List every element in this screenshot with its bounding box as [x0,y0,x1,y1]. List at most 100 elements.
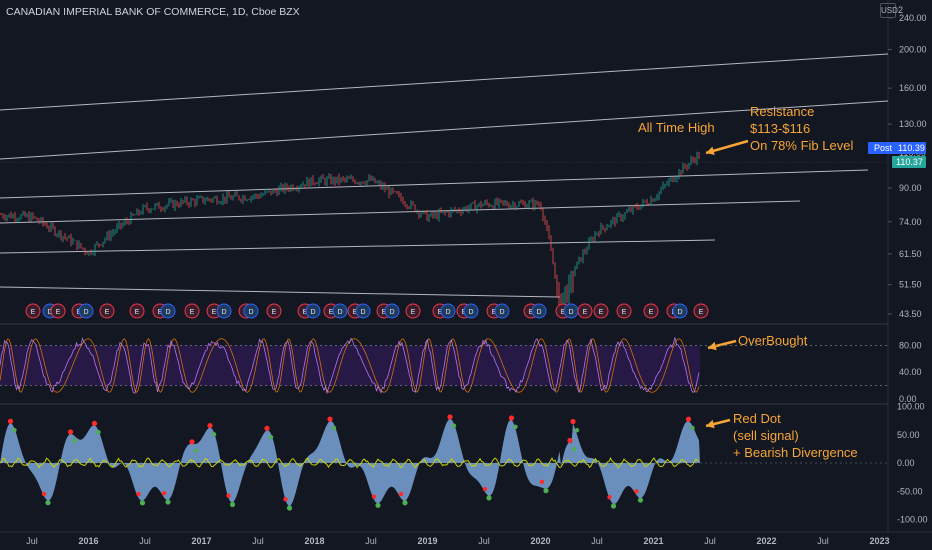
buy-dot [375,502,381,508]
dividend-marker: D [243,303,259,319]
earnings-label: E [212,309,217,316]
trend-line [0,200,801,224]
time-tick-label: 2022 [756,536,776,546]
buy-dot [451,423,457,428]
time-tick-label: Jul [591,536,603,546]
trend-line [0,169,869,199]
dividend-circle [355,303,371,319]
time-tick-label: 2021 [643,536,663,546]
earnings-circle [405,303,421,319]
buy-dot [402,500,408,506]
earnings-circle [593,303,609,319]
dividend-marker: D [563,303,579,319]
price-tick-label: 90.00 [899,183,922,193]
sell-dot [398,491,404,497]
currency-label[interactable]: USD [880,3,898,18]
dividend-label: D [165,309,170,316]
dividend-marker: D [440,303,456,319]
earnings-circle [184,303,200,319]
annotations: All Time High Resistance $113-$116 On 78% F… [638,104,858,460]
dividend-label: D [499,309,504,316]
momentum-tick-label: 50.00 [897,430,920,440]
post-badge-bg [868,142,926,154]
buy-dot [610,503,617,509]
dividend-marker: D [355,303,371,319]
sell-dot [136,491,141,497]
earnings-marker: E [50,303,66,319]
earnings-label: E [329,309,334,316]
dividend-label: D [337,309,342,316]
sell-dot [447,414,453,420]
earnings-label: E [158,309,163,316]
price-tick-label: 74.00 [899,217,922,227]
buy-dot [72,438,77,443]
candles [0,151,700,317]
earnings-circle [129,303,145,319]
price-tick-label: 240.00 [899,13,927,23]
buy-dot [193,448,199,453]
earnings-circle [577,303,593,319]
rsi-band [0,345,700,386]
price-axis-edge-label: 2 [898,5,903,15]
dividend-marker: D [494,303,510,319]
buy-dot [211,432,217,437]
buy-dot [96,429,101,435]
dividend-marker: D [305,303,321,319]
time-tick-label: Jul [26,536,38,546]
earnings-label: E [561,309,566,316]
time-tick-label: Jul [478,536,490,546]
dividend-label: D [221,309,226,316]
momentum-tick-label: -50.00 [897,486,923,496]
dividend-label: D [47,309,52,316]
sell-dot [207,422,213,429]
earnings-marker: E [405,303,421,319]
sell-dot [607,495,612,500]
annotation-fib-level: On 78% Fib Level [750,138,853,153]
sell-dot [226,493,231,498]
dividend-label: D [445,309,450,316]
buy-dot [513,424,518,429]
last-price-badge-bg [892,156,926,168]
annotation-overbought: OverBought [738,333,808,348]
dividend-marker: D [463,303,479,319]
annotation-bearish-divergence: + Bearish Divergence [733,445,858,460]
last-price-badge: 110.37 [892,156,926,168]
annotation-red-dot: Red Dot [733,411,781,426]
sell-dot [508,415,515,421]
annotation-all-time-high: All Time High [638,120,715,135]
dividend-circle [384,303,400,319]
sell-dot [634,489,639,494]
earnings-label: E [190,309,195,316]
earnings-label: E [353,309,358,316]
price-tick-label: 200.00 [899,44,927,54]
earnings-label: E [411,309,416,316]
trend-line [0,100,889,160]
price-tick-label: 160.00 [899,83,927,93]
earnings-circle [99,303,115,319]
event-markers: EDEEDEEEDEEDEDEEDEDEDEDEEDEDEDEDEDEEEEED… [25,303,709,319]
rsi-panel: 80.00 40.00 0.00 [0,337,922,404]
sell-dot [189,439,195,445]
time-tick-label: Jul [139,536,151,546]
signal-line [0,456,700,469]
buy-dot [637,497,644,503]
time-tick-label: 2016 [78,536,98,546]
earnings-label: E [699,309,704,316]
annotation-sell-signal: (sell signal) [733,428,799,443]
sell-dot [371,494,377,499]
time-tick-label: Jul [365,536,377,546]
earnings-marker: E [577,303,593,319]
buy-dot [286,505,293,511]
earnings-label: E [31,309,36,316]
sell-dot [539,479,545,485]
sell-dot [567,437,573,444]
time-tick-label: Jul [704,536,716,546]
earnings-label: E [105,309,110,316]
price-tick-label: 130.00 [899,119,927,129]
momentum-area [0,419,700,506]
time-tick-label: 2019 [417,536,437,546]
dividend-circle [78,303,94,319]
sell-dot [327,416,333,422]
